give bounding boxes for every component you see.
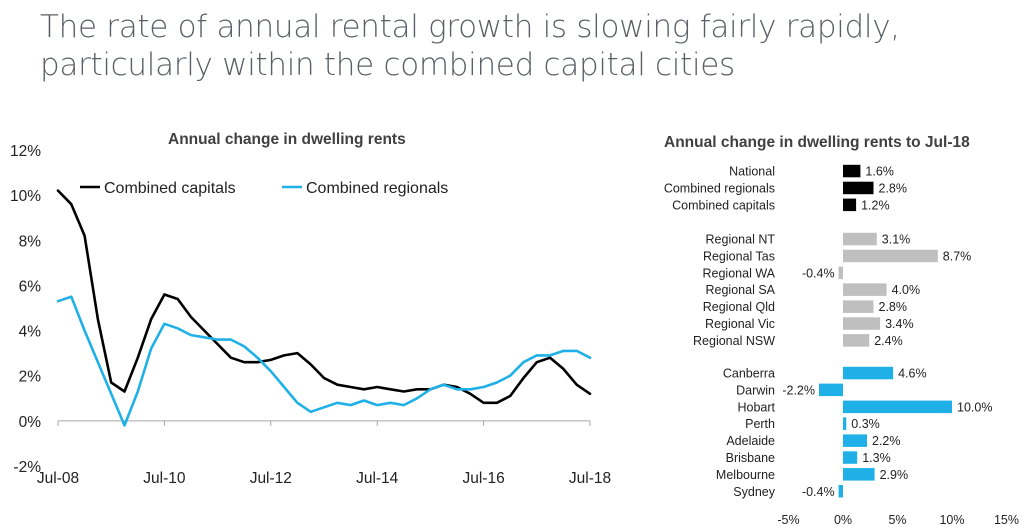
x-tick-label: Jul-16	[462, 470, 504, 487]
bar-category-label: Brisbane	[726, 451, 775, 465]
slide-title-line-2: particularly within the combined capital…	[40, 47, 735, 83]
legend-label: Combined regionals	[306, 180, 448, 197]
series-line-combined-regionals	[56, 295, 592, 427]
bar	[843, 334, 870, 347]
bar-value-label: 2.8%	[879, 300, 908, 314]
bar-value-label: 10.0%	[957, 400, 992, 414]
x-tick-label: 5%	[888, 513, 906, 527]
x-tick-label: Jul-08	[37, 470, 79, 487]
y-tick-label: 0%	[19, 414, 42, 431]
bar-value-label: 2.2%	[872, 434, 901, 448]
bar	[843, 283, 887, 296]
bar	[843, 434, 867, 447]
slide-title-line-1: The rate of annual rental growth is slow…	[40, 9, 900, 45]
bar	[843, 300, 874, 313]
y-tick-label: 6%	[19, 278, 42, 295]
y-tick-label: 8%	[19, 233, 42, 250]
x-tick-label: Jul-14	[356, 470, 399, 487]
bar	[843, 451, 858, 464]
bar-category-label: Sydney	[733, 485, 775, 499]
bar-chart-title: Annual change in dwelling rents to Jul-1…	[664, 134, 970, 151]
bar-category-label: Regional Qld	[703, 300, 775, 314]
y-tick-label: 4%	[19, 324, 42, 341]
bar-value-label: 8.7%	[943, 249, 972, 263]
bar	[843, 400, 952, 414]
x-tick-label: 10%	[939, 513, 964, 527]
bar-category-label: Combined regionals	[664, 181, 775, 195]
bar	[843, 417, 847, 430]
bar	[843, 198, 857, 212]
bar-category-label: Hobart	[737, 400, 775, 414]
bar-category-label: Regional SA	[706, 283, 776, 297]
bar	[843, 181, 874, 195]
y-tick-label: -2%	[13, 459, 41, 476]
bar-value-label: 4.0%	[892, 283, 921, 297]
bar-category-label: Regional WA	[703, 266, 776, 280]
bar-value-label: 1.2%	[861, 198, 890, 212]
bar-category-label: Regional Tas	[703, 249, 775, 263]
bar	[819, 383, 843, 397]
bar	[843, 317, 881, 330]
bar	[838, 266, 843, 280]
y-tick-label: 2%	[19, 369, 42, 386]
bar-value-label: 0.3%	[851, 417, 880, 431]
x-tick-label: 0%	[834, 513, 852, 527]
bar-value-label: -0.4%	[802, 266, 835, 280]
bar	[843, 232, 877, 246]
bar-category-label: Regional NT	[706, 233, 776, 247]
bar-value-label: 2.4%	[874, 334, 903, 348]
line-chart-title: Annual change in dwelling rents	[168, 131, 406, 148]
bar-category-label: National	[729, 165, 775, 179]
bar	[843, 164, 861, 178]
y-tick-label: 12%	[10, 143, 41, 160]
x-tick-label: Jul-18	[569, 470, 611, 487]
bar-category-label: Combined capitals	[672, 198, 775, 212]
legend-label: Combined capitals	[104, 180, 236, 197]
x-tick-label: Jul-12	[250, 470, 292, 487]
slide-title: The rate of annual rental growth is slow…	[40, 8, 1000, 84]
bar-value-label: 3.4%	[885, 317, 914, 331]
bar	[838, 485, 843, 498]
x-tick-label: 15%	[994, 513, 1019, 527]
bar-category-label: Adelaide	[726, 434, 775, 448]
series-line-combined-capitals	[56, 189, 592, 405]
bar-value-label: 2.8%	[879, 181, 908, 195]
bar-category-label: Regional Vic	[705, 317, 775, 331]
x-tick-label: -5%	[777, 513, 799, 527]
bar-value-label: 4.6%	[898, 367, 927, 381]
bar-category-label: Canberra	[723, 367, 775, 381]
bar-value-label: 1.6%	[865, 165, 894, 179]
bar	[843, 249, 938, 263]
bar-value-label: -2.2%	[782, 383, 815, 397]
y-tick-label: 10%	[10, 188, 41, 205]
bar	[843, 468, 875, 481]
bar-category-label: Perth	[745, 417, 775, 431]
bar-value-label: 2.9%	[880, 468, 909, 482]
x-tick-label: Jul-10	[143, 470, 186, 487]
bar-value-label: -0.4%	[802, 485, 835, 499]
bar-value-label: 3.1%	[882, 233, 911, 247]
bar	[843, 366, 894, 380]
bar-value-label: 1.3%	[862, 451, 891, 465]
bar-category-label: Regional NSW	[693, 334, 775, 348]
bar-category-label: Darwin	[736, 383, 775, 397]
bar-category-label: Melbourne	[716, 468, 775, 482]
